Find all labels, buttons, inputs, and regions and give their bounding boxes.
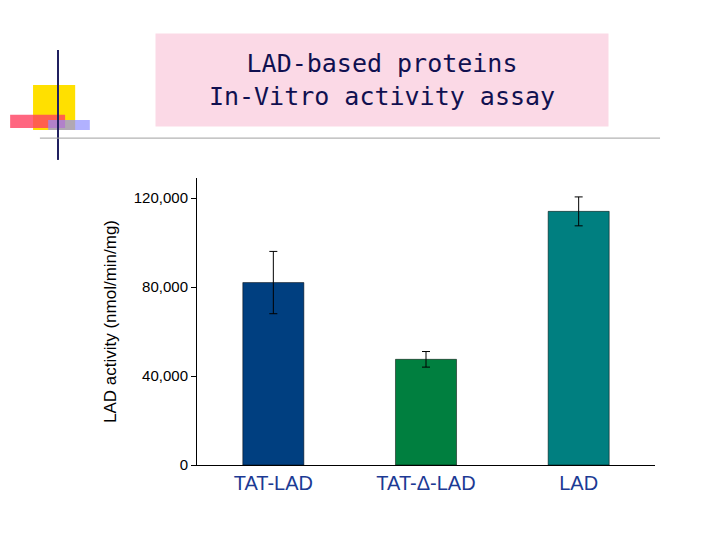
svg-text:80,000: 80,000 xyxy=(142,278,188,295)
svg-text:120,000: 120,000 xyxy=(134,189,188,206)
svg-text:LAD-based proteinsIn-Vitro act: LAD-based proteinsIn-Vitro activity assa… xyxy=(209,49,555,111)
svg-text:LAD activity (nmol/min/mg): LAD activity (nmol/min/mg) xyxy=(101,220,120,423)
svg-text:TAT-Δ-LAD: TAT-Δ-LAD xyxy=(376,472,475,494)
svg-text:LAD: LAD xyxy=(559,472,598,494)
svg-text:TAT-LAD: TAT-LAD xyxy=(234,472,313,494)
svg-text:40,000: 40,000 xyxy=(142,367,188,384)
svg-text:0: 0 xyxy=(180,456,188,473)
